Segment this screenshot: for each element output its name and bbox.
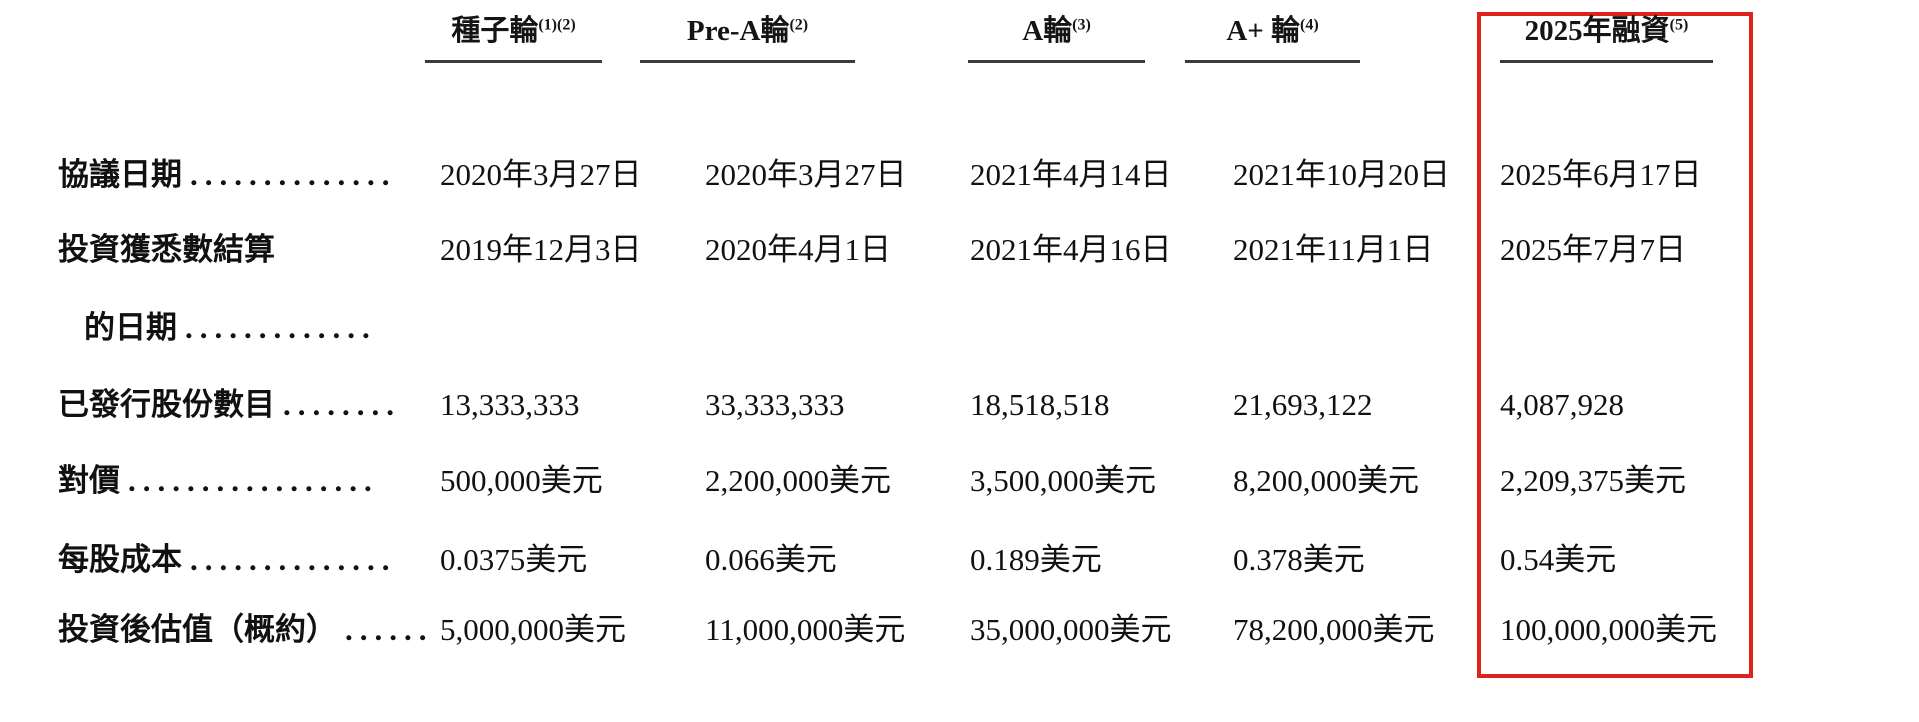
cell-seed-round-row-3: 13,333,333 (440, 387, 580, 422)
cell-seed-round-row-1: 2019年12月3日 (440, 232, 642, 267)
footnote-marker: (4) (1300, 16, 1319, 34)
footnote-marker: (2) (789, 16, 809, 34)
cell-a-round-row-0: 2021年4月14日 (970, 157, 1172, 192)
cell-2025-financing-row-1: 2025年7月7日 (1500, 232, 1686, 267)
cell-a-round-row-1: 2021年4月16日 (970, 232, 1172, 267)
cell-a-plus-round-row-0: 2021年10月20日 (1233, 157, 1450, 192)
cell-2025-financing-row-5: 0.54美元 (1500, 542, 1617, 577)
cell-pre-a-round-row-1: 2020年4月1日 (705, 232, 891, 267)
cell-pre-a-round-row-6: 11,000,000美元 (705, 612, 906, 647)
cell-a-plus-round-row-6: 78,200,000美元 (1233, 612, 1435, 647)
cell-2025-financing-row-4: 2,209,375美元 (1500, 463, 1686, 498)
cell-a-round-row-4: 3,500,000美元 (970, 463, 1156, 498)
dot-leader: ............. (185, 310, 377, 345)
column-title: 2025年融資 (1524, 15, 1670, 47)
column-header-2025-financing: 2025年融資(5) (1500, 14, 1713, 63)
cell-2025-financing-row-0: 2025年6月17日 (1500, 157, 1702, 192)
dot-leader: ........ (283, 387, 401, 422)
column-title: A+ 輪 (1226, 15, 1301, 47)
column-title: Pre-A輪 (686, 15, 790, 47)
row-label-2: 的日期............. (84, 306, 377, 350)
cell-a-plus-round-row-4: 8,200,000美元 (1233, 463, 1419, 498)
column-title: A輪 (1022, 15, 1073, 47)
dot-leader: .............. (190, 542, 397, 577)
column-header-seed-round: 種子輪(1)(2) (425, 14, 602, 63)
cell-a-round-row-5: 0.189美元 (970, 542, 1102, 577)
row-label-3: 已發行股份數目........ (58, 383, 401, 427)
cell-seed-round-row-0: 2020年3月27日 (440, 157, 642, 192)
row-label-6: 投資後估值（概約）...... (58, 608, 434, 652)
cell-seed-round-row-4: 500,000美元 (440, 463, 603, 498)
column-header-pre-a-round: Pre-A輪(2) (640, 14, 855, 63)
row-label-text: 每股成本 (58, 542, 182, 577)
column-header-a-plus-round: A+ 輪(4) (1185, 14, 1360, 63)
dot-leader: .............. (190, 157, 397, 192)
column-title: 種子輪 (451, 15, 539, 47)
cell-a-round-row-3: 18,518,518 (970, 387, 1110, 422)
footnote-marker: (3) (1072, 16, 1091, 34)
row-label-text: 對價 (58, 463, 120, 498)
row-label-0: 協議日期.............. (58, 153, 397, 197)
row-label-text: 已發行股份數目 (58, 387, 275, 422)
cell-2025-financing-row-3: 4,087,928 (1500, 387, 1624, 422)
row-label-4: 對價................. (58, 459, 379, 503)
cell-seed-round-row-5: 0.0375美元 (440, 542, 588, 577)
cell-pre-a-round-row-3: 33,333,333 (705, 387, 845, 422)
cell-a-plus-round-row-3: 21,693,122 (1233, 387, 1373, 422)
dot-leader: ................. (128, 463, 379, 498)
cell-a-plus-round-row-1: 2021年11月1日 (1233, 232, 1434, 267)
row-label-1: 投資獲悉數結算 (58, 228, 275, 272)
cell-pre-a-round-row-4: 2,200,000美元 (705, 463, 891, 498)
dot-leader: ...... (345, 612, 434, 647)
row-label-5: 每股成本.............. (58, 538, 397, 582)
footnote-marker: (5) (1669, 16, 1689, 34)
column-header-a-round: A輪(3) (968, 14, 1145, 63)
cell-a-round-row-6: 35,000,000美元 (970, 612, 1172, 647)
cell-pre-a-round-row-5: 0.066美元 (705, 542, 837, 577)
row-label-text: 的日期 (84, 310, 177, 345)
row-label-text: 協議日期 (58, 157, 182, 192)
footnote-marker: (1)(2) (538, 16, 576, 34)
cell-2025-financing-row-6: 100,000,000美元 (1500, 612, 1717, 647)
cell-seed-round-row-6: 5,000,000美元 (440, 612, 626, 647)
row-label-text: 投資獲悉數結算 (58, 232, 275, 267)
cell-a-plus-round-row-5: 0.378美元 (1233, 542, 1365, 577)
cell-pre-a-round-row-0: 2020年3月27日 (705, 157, 907, 192)
row-label-text: 投資後估值（概約） (58, 612, 337, 647)
